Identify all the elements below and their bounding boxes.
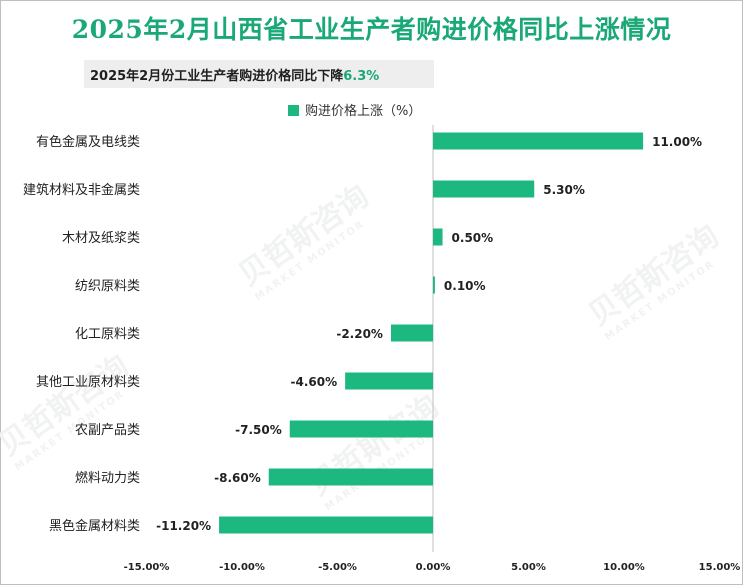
x-tick-label: 15.00% (699, 562, 741, 573)
category-label: 燃料动力类 (75, 470, 140, 486)
data-label: -11.20% (156, 519, 211, 533)
data-label: -8.60% (214, 471, 261, 485)
bar-5 (390, 324, 433, 342)
x-tick-label: -10.00% (219, 562, 265, 573)
bar-1 (433, 132, 644, 150)
x-tick-label: -5.00% (318, 562, 357, 573)
category-label: 黑色金属材料类 (49, 518, 140, 534)
bar-6 (345, 372, 433, 390)
data-label: -7.50% (235, 423, 282, 437)
bar-7 (289, 420, 433, 438)
bar-3 (433, 228, 443, 246)
bar-8 (268, 468, 433, 486)
data-label: 5.30% (543, 183, 585, 197)
x-tick-label: 5.00% (511, 562, 546, 573)
category-label: 有色金属及电线类 (36, 134, 140, 150)
x-tick-label: -15.00% (124, 562, 170, 573)
legend: 购进价格上涨（%） (288, 100, 422, 119)
legend-swatch (288, 105, 299, 116)
x-tick-label: 10.00% (603, 562, 645, 573)
bar-9 (219, 516, 433, 534)
category-label: 化工原料类 (75, 327, 140, 342)
category-label: 建筑材料及非金属类 (23, 182, 140, 198)
x-tick-label: 0.00% (416, 562, 451, 573)
data-label: 0.50% (452, 231, 494, 245)
subtitle-highlight: 6.3% (343, 69, 380, 84)
subtitle-box: 2025年2月份工业生产者购进价格同比下降6.3% (84, 60, 434, 88)
bar-4 (433, 276, 435, 294)
bar-2 (433, 180, 535, 198)
data-label: -4.60% (291, 375, 338, 389)
category-label: 其他工业原材料类 (36, 375, 140, 390)
category-label: 木材及纸浆类 (62, 231, 140, 246)
data-label: -2.20% (336, 327, 383, 341)
legend-label: 购进价格上涨（%） (305, 104, 422, 119)
category-label: 纺织原料类 (75, 279, 140, 294)
data-label: 11.00% (652, 135, 702, 149)
category-label: 农副产品类 (75, 423, 140, 438)
subtitle: 2025年2月份工业生产者购进价格同比下降6.3% (90, 65, 379, 84)
data-label: 0.10% (444, 279, 486, 293)
subtitle-text: 2025年2月份工业生产者购进价格同比下降 (90, 69, 344, 84)
chart-title: 2025年2月山西省工业生产者购进价格同比上涨情况 (71, 15, 672, 44)
